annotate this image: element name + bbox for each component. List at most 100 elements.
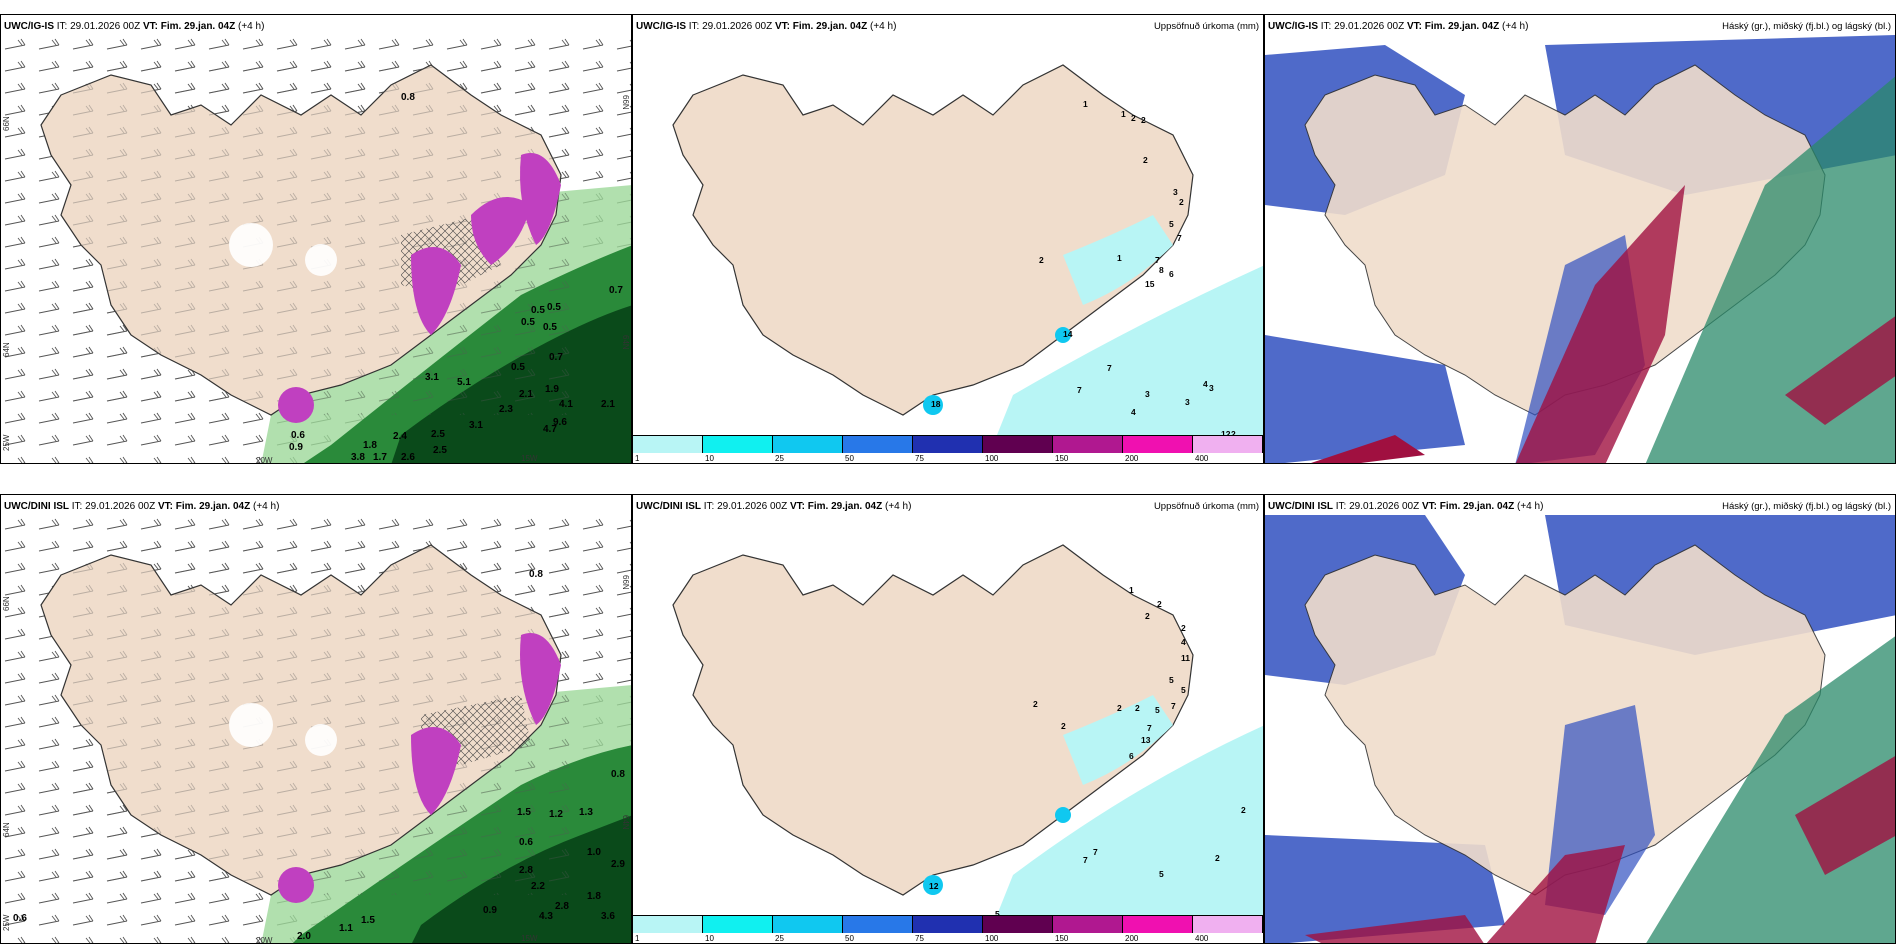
lat-label: 64N — [621, 815, 630, 830]
value-label: 2 — [1033, 699, 1038, 709]
value-label: 0.9 — [289, 442, 303, 453]
value-label: 2 — [1117, 703, 1122, 713]
panel-title: UWC/IG-IS IT: 29.01.2026 00Z VT: Fim. 29… — [1268, 21, 1529, 32]
panel-clouds-igis: UWC/IG-IS IT: 29.01.2026 00Z VT: Fim. 29… — [1264, 14, 1896, 464]
cloud-map — [1265, 35, 1895, 463]
panel-wind-precip-dini: UWC/DINI ISL IT: 29.01.2026 00Z VT: Fim.… — [0, 494, 632, 944]
colorbar-tick-label: 100 — [985, 934, 999, 943]
value-label: 5 — [1159, 869, 1164, 879]
lat-label: 66N — [2, 596, 11, 611]
value-label: 2.9 — [611, 859, 625, 870]
value-label: 2 — [1135, 703, 1140, 713]
colorbar-cell — [773, 916, 843, 933]
value-label: 7 — [1177, 233, 1182, 243]
value-label: 1.3 — [579, 807, 593, 818]
lat-label: 64N — [2, 342, 11, 357]
value-label: 4.7 — [543, 424, 557, 435]
lat-label: 64N — [621, 335, 630, 350]
value-label: 0.8 — [529, 569, 543, 580]
value-label: 5 — [1155, 705, 1160, 715]
value-label: 4 — [1203, 379, 1208, 389]
value-label: 2.3 — [499, 404, 513, 415]
value-label: 6 — [1129, 751, 1134, 761]
panel-right-title: Uppsöfnuð úrkoma (mm) — [1153, 21, 1259, 32]
colorbar-cell — [983, 436, 1053, 453]
colorbar-tick-label: 200 — [1125, 934, 1139, 943]
colorbar-cell — [773, 436, 843, 453]
colorbar: 1 10 25 50 75 100 150 200 400 — [633, 435, 1263, 463]
value-label: 5 — [1169, 675, 1174, 685]
value-label: 13 — [1141, 735, 1151, 745]
value-label: 6 — [1169, 269, 1174, 279]
panel-title: UWC/IG-IS IT: 29.01.2026 00Z VT: Fim. 29… — [636, 21, 897, 32]
value-label: 11 — [1181, 653, 1190, 663]
colorbar-tick-label: 10 — [705, 934, 714, 943]
value-label: 0.5 — [511, 362, 525, 373]
value-label: 2 — [1143, 155, 1148, 165]
lon-label: 20W — [256, 456, 273, 464]
colorbar-cell — [843, 916, 913, 933]
value-label: 0.9 — [483, 905, 497, 916]
lon-label: 20W — [256, 936, 273, 944]
lat-label: 66N — [2, 116, 11, 131]
colorbar-tick-label: 50 — [845, 934, 854, 943]
value-label: 0.6 — [291, 430, 305, 441]
value-label: 1 — [1129, 585, 1134, 595]
value-label: 1.0 — [587, 847, 601, 858]
colorbar-cell — [1193, 916, 1263, 933]
lat-label: 66N — [621, 95, 630, 110]
value-label: 2 — [1131, 113, 1136, 123]
value-label: 0.6 — [519, 837, 533, 848]
cloud-map — [1265, 515, 1895, 943]
value-label: 5 — [995, 909, 1000, 919]
colorbar-cell — [843, 436, 913, 453]
value-label: 7 — [1147, 723, 1152, 733]
colorbar-cell — [1123, 436, 1193, 453]
value-label: 2 — [1157, 599, 1162, 609]
value-label: 7 — [1077, 385, 1082, 395]
panel-wind-precip-igis: UWC/IG-IS IT: 29.01.2026 00Z VT: Fim. 29… — [0, 14, 632, 464]
colorbar: 1 10 25 50 75 100 150 200 400 — [633, 915, 1263, 943]
value-label: 5 — [1169, 219, 1174, 229]
lat-label: 64N — [2, 822, 11, 837]
value-label: 2 — [1145, 611, 1150, 621]
panel-title: UWC/IG-IS IT: 29.01.2026 00Z VT: Fim. 29… — [4, 21, 265, 32]
value-label: 2.8 — [519, 865, 533, 876]
value-label: 0.8 — [611, 769, 625, 780]
panel-title: UWC/DINI ISL IT: 29.01.2026 00Z VT: Fim.… — [4, 501, 280, 512]
value-label: 0.5 — [531, 305, 545, 316]
value-label: 3 — [1145, 389, 1150, 399]
value-label: 3.1 — [425, 372, 439, 383]
value-label: 18 — [931, 399, 941, 409]
value-label: 2 — [1215, 853, 1220, 863]
value-label: 2 — [1179, 197, 1184, 207]
value-label: 2 — [1241, 805, 1246, 815]
value-label: 2.5 — [433, 445, 447, 456]
value-label: 7 — [1107, 363, 1112, 373]
lat-label: 66N — [621, 575, 630, 590]
value-label: 0.5 — [521, 317, 535, 328]
value-label: 12 — [1221, 429, 1231, 439]
value-label: 2 — [1231, 429, 1236, 439]
colorbar-cell — [1193, 436, 1263, 453]
value-label: 0.5 — [547, 302, 561, 313]
value-label: 1.8 — [363, 440, 377, 451]
colorbar-tick-label: 400 — [1195, 454, 1209, 463]
value-label: 0.7 — [609, 285, 623, 296]
value-label: 5.1 — [457, 377, 471, 388]
value-label: 2.2 — [531, 881, 545, 892]
panel-clouds-dini: UWC/DINI ISL IT: 29.01.2026 00Z VT: Fim.… — [1264, 494, 1896, 944]
colorbar-cell — [633, 436, 703, 453]
value-label: 14 — [1063, 329, 1073, 339]
colorbar-tick-label: 50 — [845, 454, 854, 463]
panel-title: UWC/DINI ISL IT: 29.01.2026 00Z VT: Fim.… — [1268, 501, 1544, 512]
panel-accum-precip-igis: UWC/IG-IS IT: 29.01.2026 00Z VT: Fim. 29… — [632, 14, 1264, 464]
value-label: 0.6 — [13, 913, 27, 924]
panel-right-title: Háský (gr.), miðský (fj.bl.) og lágský (… — [1722, 21, 1891, 32]
value-label: 1.7 — [373, 452, 387, 463]
panel-right-title: Uppsöfnuð úrkoma (mm) — [1153, 501, 1259, 512]
panel-title: UWC/DINI ISL IT: 29.01.2026 00Z VT: Fim.… — [636, 501, 912, 512]
value-label: 7 — [1093, 847, 1098, 857]
colorbar-cell — [913, 916, 983, 933]
colorbar-cell — [703, 436, 773, 453]
